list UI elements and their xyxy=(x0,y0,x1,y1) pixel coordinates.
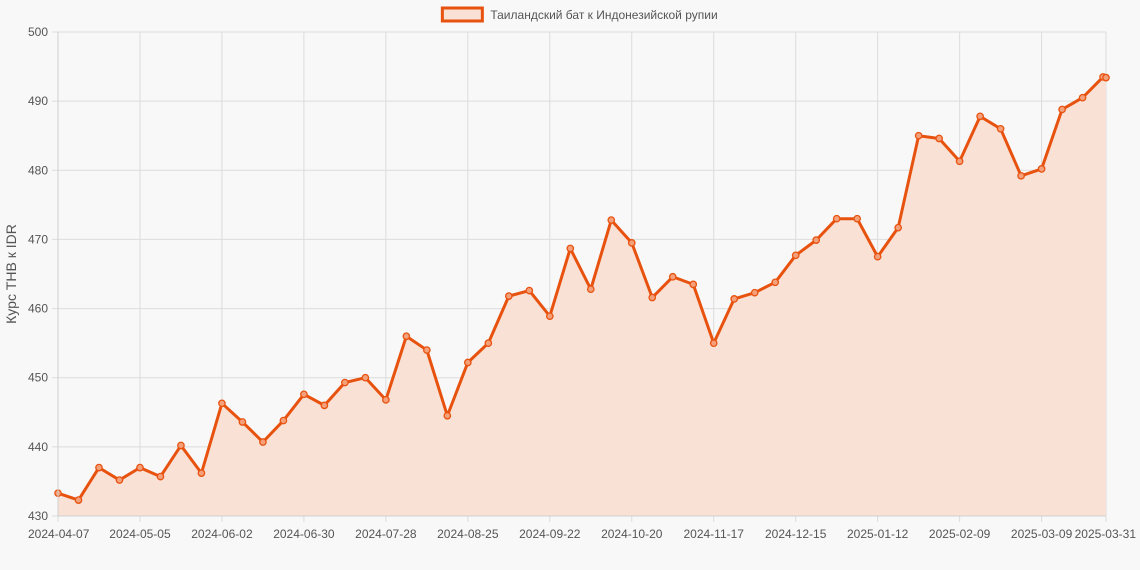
data-point[interactable] xyxy=(709,339,718,347)
y-tick-label: 490 xyxy=(28,94,48,108)
y-tick-label: 450 xyxy=(28,371,48,385)
data-point[interactable] xyxy=(627,239,636,247)
legend-label[interactable]: Таиландский бат к Индонезийской рупии xyxy=(490,8,717,22)
x-tick-label: 2024-06-30 xyxy=(273,527,335,541)
data-point[interactable] xyxy=(935,134,943,143)
x-tick-label: 2024-05-05 xyxy=(109,527,171,541)
data-point[interactable] xyxy=(771,278,780,287)
x-tick-label: 2024-12-15 xyxy=(765,527,827,541)
data-point[interactable] xyxy=(996,124,1005,133)
data-point[interactable] xyxy=(668,272,677,281)
data-point[interactable] xyxy=(873,252,882,261)
data-point[interactable] xyxy=(566,244,575,253)
data-point[interactable] xyxy=(648,293,657,302)
data-point[interactable] xyxy=(361,373,370,382)
data-point[interactable] xyxy=(791,251,800,260)
y-tick-label: 440 xyxy=(28,440,48,454)
data-point[interactable] xyxy=(853,214,862,223)
x-tick-label: 2025-03-09 xyxy=(1011,527,1073,541)
y-tick-label: 480 xyxy=(28,163,48,177)
x-tick-label: 2025-01-12 xyxy=(847,527,909,541)
data-point[interactable] xyxy=(484,339,493,347)
data-point[interactable] xyxy=(300,390,308,399)
data-point[interactable] xyxy=(1017,171,1025,180)
data-point[interactable] xyxy=(156,472,165,481)
series-area xyxy=(58,76,1106,516)
data-point[interactable] xyxy=(341,378,349,387)
data-point[interactable] xyxy=(1058,105,1066,114)
y-tick-label: 460 xyxy=(28,302,48,316)
y-tick-label: 470 xyxy=(28,232,48,246)
data-point[interactable] xyxy=(689,280,698,289)
data-point[interactable] xyxy=(832,214,841,223)
data-point[interactable] xyxy=(730,295,739,303)
data-point[interactable] xyxy=(443,411,452,420)
x-tick-label: 2024-08-25 xyxy=(437,527,499,541)
axes: 430 440 450 460 470 480 490 500 2024-04-07 2024-0… xyxy=(28,25,1136,541)
y-axis-title: Курс THB к IDR xyxy=(3,224,19,324)
data-point[interactable] xyxy=(218,399,226,408)
data-point[interactable] xyxy=(115,476,124,484)
data-point[interactable] xyxy=(750,288,759,297)
data-point[interactable] xyxy=(177,441,185,450)
data-point[interactable] xyxy=(382,395,390,404)
data-point[interactable] xyxy=(279,416,288,425)
data-point[interactable] xyxy=(402,332,411,341)
data-point[interactable] xyxy=(545,312,554,321)
data-point[interactable] xyxy=(976,112,984,121)
data-point[interactable] xyxy=(955,157,964,166)
legend[interactable]: Таиландский бат к Индонезийской рупии xyxy=(440,6,718,23)
x-tick-label: 2024-09-22 xyxy=(519,527,581,541)
legend-swatch[interactable] xyxy=(440,6,484,23)
series-layer xyxy=(54,73,1110,516)
data-point[interactable] xyxy=(238,418,247,426)
data-point[interactable] xyxy=(1102,73,1110,82)
data-point[interactable] xyxy=(259,438,267,446)
data-point[interactable] xyxy=(1037,165,1046,173)
x-tick-label: 2025-03-31 xyxy=(1075,527,1137,541)
data-point[interactable] xyxy=(136,463,144,472)
data-point[interactable] xyxy=(320,401,329,410)
x-tick-label: 2024-07-28 xyxy=(355,527,417,541)
data-point[interactable] xyxy=(504,292,513,300)
data-point[interactable] xyxy=(95,463,103,472)
data-point[interactable] xyxy=(525,286,534,295)
x-tick-label: 2025-02-09 xyxy=(929,527,991,541)
data-point[interactable] xyxy=(463,358,472,367)
y-tick-label: 430 xyxy=(28,509,48,523)
data-point[interactable] xyxy=(74,496,83,504)
data-point[interactable] xyxy=(422,346,431,354)
data-point[interactable] xyxy=(607,216,616,224)
data-point[interactable] xyxy=(812,236,821,244)
x-tick-label: 2024-04-07 xyxy=(28,527,90,541)
data-point[interactable] xyxy=(914,131,923,140)
y-tick-label: 500 xyxy=(28,25,48,39)
x-tick-label: 2024-11-17 xyxy=(683,527,744,541)
x-tick-label: 2024-06-02 xyxy=(191,527,253,541)
data-point[interactable] xyxy=(197,469,206,477)
data-point[interactable] xyxy=(1078,93,1087,102)
x-tick-label: 2024-10-20 xyxy=(601,527,663,541)
data-point[interactable] xyxy=(894,223,903,232)
data-point[interactable] xyxy=(586,285,595,294)
